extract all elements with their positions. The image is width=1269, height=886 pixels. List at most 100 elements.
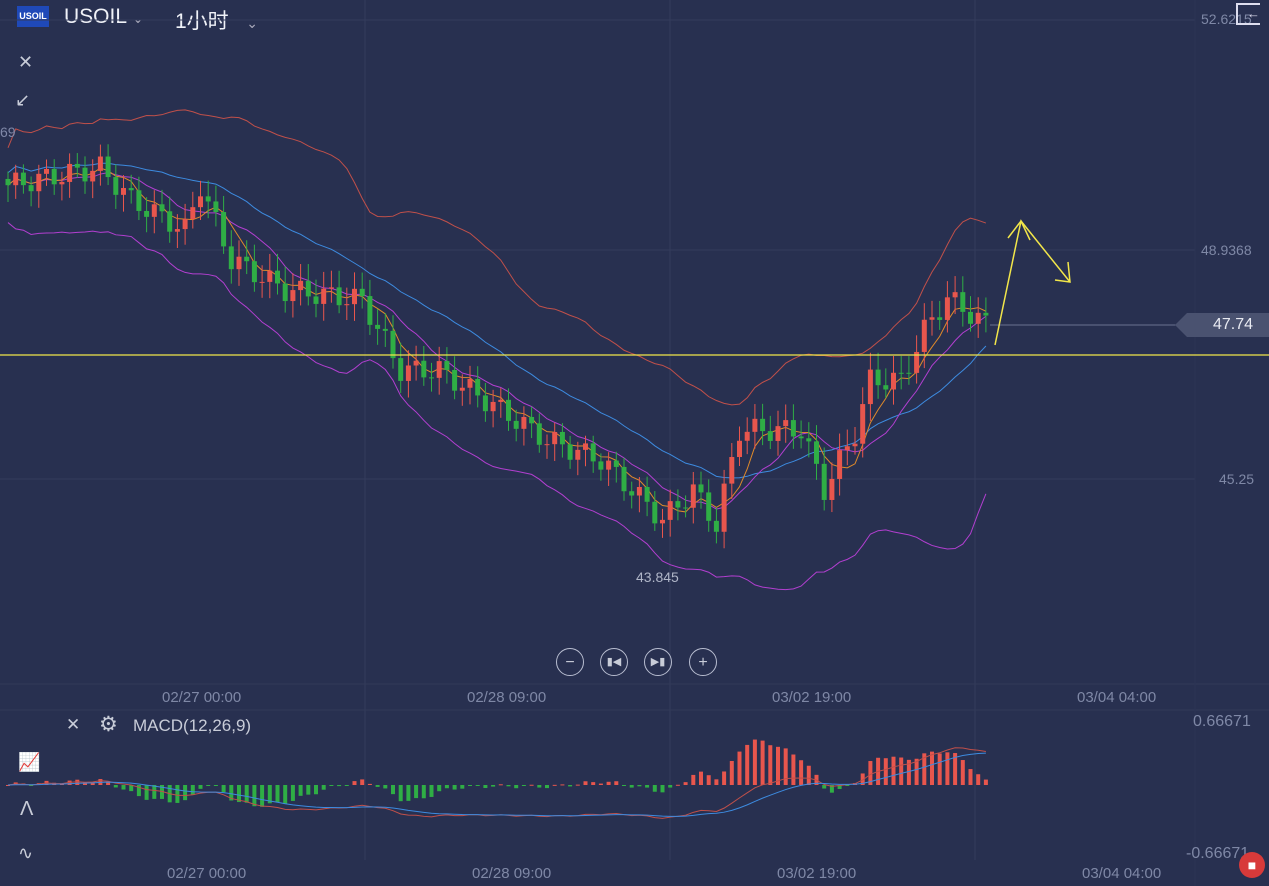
macd-histogram-bar: [906, 759, 911, 785]
macd-histogram-bar: [6, 785, 10, 786]
macd-time-tick: 02/27 00:00: [167, 865, 247, 882]
symbol-selector[interactable]: USOIL ⌄: [64, 5, 144, 29]
macd-histogram-bar: [614, 781, 619, 785]
macd-histogram-bar: [498, 784, 503, 786]
candle: [860, 387, 866, 458]
macd-histogram-bar: [391, 785, 395, 795]
time-tick: 02/27 00:00: [162, 689, 242, 706]
shrink-icon[interactable]: ↙: [15, 90, 31, 110]
macd-histogram-bar: [136, 785, 141, 797]
indicator-chart-icon[interactable]: 📈: [18, 752, 41, 772]
candle: [921, 303, 927, 369]
macd-histogram-bar: [175, 785, 180, 803]
macd-histogram-bar: [352, 781, 357, 785]
macd-histogram-bar: [629, 785, 634, 788]
candle: [382, 313, 388, 347]
candle: [282, 266, 288, 313]
candle: [259, 265, 265, 298]
candle: [906, 356, 912, 385]
macd-dea-line: [7, 752, 986, 817]
candle: [498, 388, 504, 418]
macd-histogram-bar: [968, 769, 973, 785]
interval-selector[interactable]: 1小时 ⌄: [175, 5, 258, 35]
macd-histogram-bar: [829, 785, 834, 793]
macd-histogram-bar: [452, 785, 457, 790]
macd-histogram-bar: [529, 784, 534, 786]
candle: [436, 346, 442, 395]
macd-histogram-bar: [252, 785, 257, 807]
candle: [221, 195, 227, 254]
candle: [5, 171, 11, 203]
candle: [159, 189, 165, 223]
macd-histogram-bar: [930, 751, 934, 785]
time-tick: 02/28 09:00: [467, 689, 547, 706]
macd-histogram-bar: [106, 781, 111, 785]
macd-histogram-bar: [152, 785, 157, 799]
candle: [783, 404, 789, 443]
close-icon[interactable]: ✕: [18, 52, 34, 72]
candle: [760, 403, 766, 446]
macd-histogram-bar: [922, 753, 927, 785]
candle: [606, 452, 612, 486]
candle: [675, 489, 681, 521]
candle: [521, 406, 527, 446]
macd-histogram-bar: [545, 785, 549, 789]
macd-histogram-bar: [444, 785, 449, 789]
candle: [482, 382, 488, 422]
gear-icon[interactable]: ⚙: [99, 713, 118, 736]
macd-histogram-bar: [606, 781, 611, 785]
macd-histogram-bar: [799, 760, 804, 785]
candle: [790, 404, 796, 449]
zoom-out-button[interactable]: −: [556, 648, 584, 676]
candle: [136, 176, 142, 221]
candle: [82, 156, 88, 194]
macd-histogram-bar: [560, 784, 565, 786]
macd-histogram-bar: [683, 782, 688, 785]
macd-histogram-bar: [475, 785, 480, 786]
macd-close-icon[interactable]: ✕: [66, 715, 81, 734]
macd-histogram-bar: [521, 785, 526, 786]
macd-histogram-bar: [945, 752, 950, 785]
macd-histogram-bar: [914, 758, 919, 785]
candle: [544, 434, 550, 459]
macd-histogram-bar: [729, 760, 734, 785]
macd-axis-min: -0.66671: [1186, 845, 1250, 862]
macd-histogram-bar: [75, 779, 80, 785]
macd-histogram-bar: [598, 783, 603, 785]
scroll-end-button[interactable]: ▶▮: [644, 648, 672, 676]
candle: [867, 352, 873, 421]
macd-histogram-bar: [760, 740, 765, 785]
macd-histogram-bar: [198, 785, 203, 789]
symbol-logo: USOIL: [17, 6, 49, 27]
candle: [105, 144, 111, 186]
macd-histogram-bar: [637, 785, 642, 787]
scroll-start-button[interactable]: ▮◀: [600, 648, 628, 676]
candle: [490, 389, 496, 428]
waveform-icon[interactable]: ∿: [18, 843, 34, 863]
candle: [690, 471, 696, 524]
candle: [613, 451, 619, 483]
collapse-panel-icon[interactable]: ←: [1236, 3, 1260, 25]
zoom-in-button[interactable]: +: [689, 648, 717, 676]
macd-histogram-bar: [714, 779, 719, 785]
macd-histogram-bar: [737, 751, 742, 785]
candle: [644, 476, 650, 517]
macd-histogram-bar: [845, 785, 850, 786]
candle: [721, 469, 727, 549]
macd-title: MACD(12,26,9): [133, 716, 252, 735]
arrow-annotation[interactable]: [994, 219, 1071, 346]
macd-histogram-bar: [622, 785, 626, 786]
price-tick: 48.9368: [1201, 242, 1252, 258]
candle: [28, 176, 34, 207]
candle: [405, 350, 411, 398]
app-badge-icon[interactable]: ■: [1239, 852, 1265, 878]
interval-label: 1小时: [175, 10, 229, 33]
candle: [898, 356, 904, 390]
drawing-tool-icon[interactable]: Λ: [20, 798, 34, 820]
macd-histogram-bar: [160, 785, 164, 799]
macd-histogram-bar: [398, 785, 403, 802]
macd-histogram-bar: [506, 785, 511, 787]
macd-histogram-bar: [260, 785, 265, 807]
candle: [336, 270, 342, 314]
